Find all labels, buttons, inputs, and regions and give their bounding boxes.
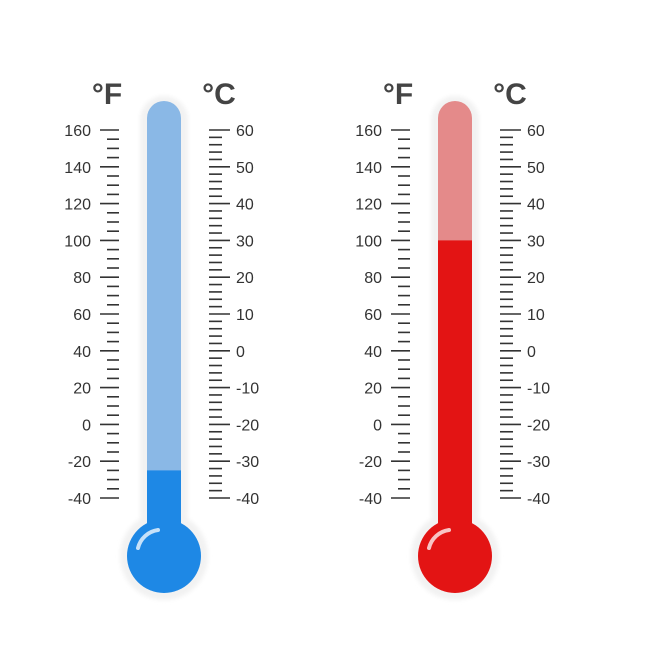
thermometer-bulb bbox=[418, 519, 492, 593]
celsius-tick-label: 10 bbox=[236, 307, 254, 324]
celsius-tick-label: 10 bbox=[527, 307, 545, 324]
fahrenheit-tick-label: -40 bbox=[359, 491, 382, 508]
celsius-tick-label: -20 bbox=[236, 417, 259, 434]
fahrenheit-tick-label: 160 bbox=[355, 123, 382, 140]
thermometer-cold: °F °C160140120100806040200-20-40605040302… bbox=[64, 78, 259, 600]
fahrenheit-tick-label: 40 bbox=[73, 344, 91, 361]
fahrenheit-unit-label: °F bbox=[383, 78, 413, 111]
fahrenheit-tick-label: 160 bbox=[64, 123, 91, 140]
bulb-highlight bbox=[427, 528, 451, 550]
fahrenheit-tick-label: 0 bbox=[373, 417, 382, 434]
fahrenheit-tick-label: 20 bbox=[73, 381, 91, 398]
celsius-tick-label: 0 bbox=[236, 344, 245, 361]
fahrenheit-tick-label: 20 bbox=[364, 381, 382, 398]
fahrenheit-tick-label: 100 bbox=[355, 233, 382, 250]
celsius-unit-label: °C bbox=[202, 78, 236, 111]
fahrenheit-tick-label: 140 bbox=[64, 160, 91, 177]
celsius-tick-label: -30 bbox=[527, 454, 550, 471]
celsius-tick-label: -40 bbox=[527, 491, 550, 508]
fahrenheit-tick-label: -20 bbox=[359, 454, 382, 471]
fahrenheit-tick-label: 40 bbox=[364, 344, 382, 361]
celsius-tick-label: -10 bbox=[236, 381, 259, 398]
fahrenheit-tick-label: 60 bbox=[364, 307, 382, 324]
fahrenheit-tick-label: 80 bbox=[73, 270, 91, 287]
fahrenheit-unit-label: °F bbox=[92, 78, 122, 111]
celsius-unit-label: °C bbox=[493, 78, 527, 111]
celsius-tick-label: 30 bbox=[527, 233, 545, 250]
celsius-tick-label: 50 bbox=[527, 160, 545, 177]
thermometer-tube bbox=[147, 101, 181, 541]
fahrenheit-tick-label: 120 bbox=[355, 197, 382, 214]
celsius-tick-label: 20 bbox=[527, 270, 545, 287]
celsius-tick-label: 0 bbox=[527, 344, 536, 361]
celsius-tick-label: -30 bbox=[236, 454, 259, 471]
celsius-tick-label: 60 bbox=[236, 123, 254, 140]
fahrenheit-tick-label: 120 bbox=[64, 197, 91, 214]
celsius-tick-label: -20 bbox=[527, 417, 550, 434]
thermometer-bulb bbox=[127, 519, 201, 593]
fahrenheit-tick-label: 0 bbox=[82, 417, 91, 434]
bulb-highlight bbox=[136, 528, 160, 550]
thermometer-hot: °F °C160140120100806040200-20-40605040302… bbox=[355, 78, 550, 600]
celsius-tick-label: -40 bbox=[236, 491, 259, 508]
thermometer-liquid bbox=[438, 240, 472, 545]
celsius-tick-label: -10 bbox=[527, 381, 550, 398]
celsius-tick-label: 40 bbox=[236, 197, 254, 214]
fahrenheit-tick-label: -40 bbox=[68, 491, 91, 508]
celsius-tick-label: 50 bbox=[236, 160, 254, 177]
fahrenheit-tick-label: -20 bbox=[68, 454, 91, 471]
celsius-tick-label: 40 bbox=[527, 197, 545, 214]
celsius-tick-label: 30 bbox=[236, 233, 254, 250]
fahrenheit-tick-label: 60 bbox=[73, 307, 91, 324]
fahrenheit-tick-label: 80 bbox=[364, 270, 382, 287]
celsius-tick-label: 20 bbox=[236, 270, 254, 287]
fahrenheit-tick-label: 140 bbox=[355, 160, 382, 177]
fahrenheit-tick-label: 100 bbox=[64, 233, 91, 250]
celsius-tick-label: 60 bbox=[527, 123, 545, 140]
